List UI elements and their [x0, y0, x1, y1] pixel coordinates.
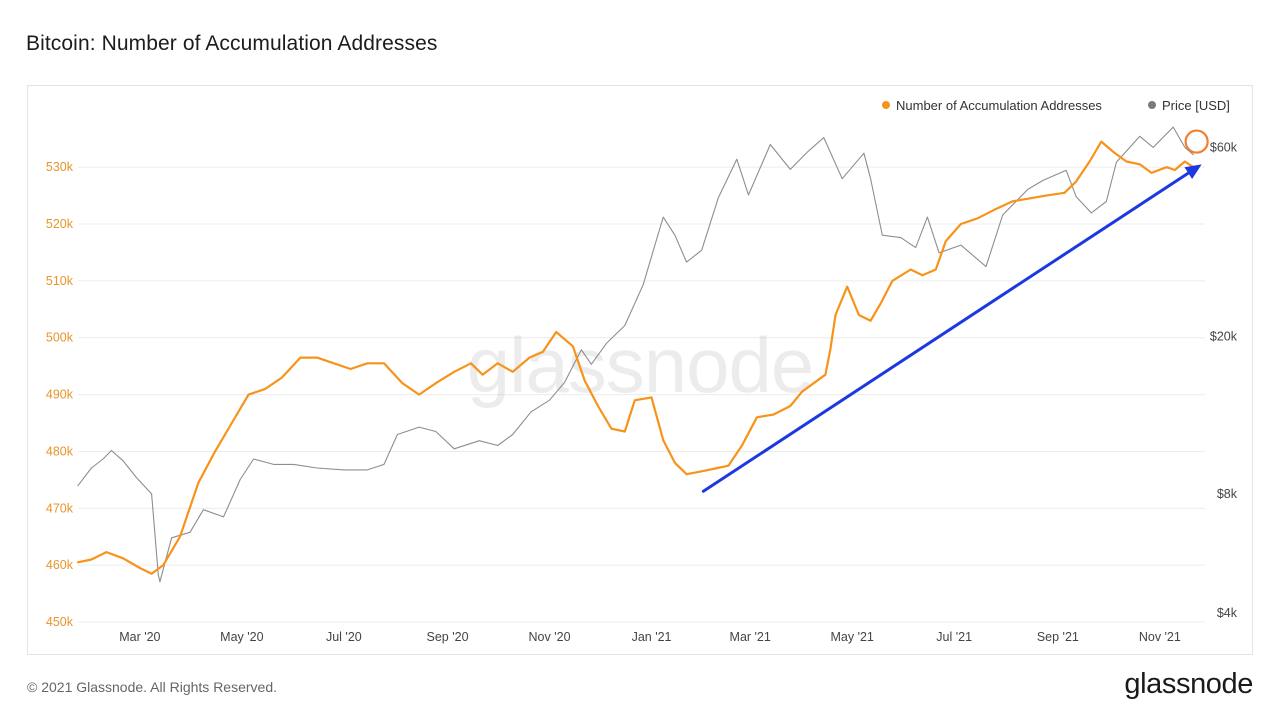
x-tick-label: Jan '21	[632, 630, 672, 644]
trend-arrow-head	[1184, 164, 1202, 179]
left-tick-label: 470k	[46, 501, 74, 515]
right-tick-label: $60k	[1210, 140, 1238, 154]
chart-panel	[27, 85, 1253, 655]
x-tick-label: May '20	[220, 630, 263, 644]
accumulation-addresses-line	[76, 140, 1195, 575]
x-tick-label: May '21	[830, 630, 873, 644]
x-tick-label: Nov '21	[1139, 630, 1181, 644]
legend-dot-icon	[882, 101, 890, 109]
legend[interactable]: Number of Accumulation Addresses Price [U…	[882, 98, 1230, 113]
left-tick-label: 530k	[46, 160, 74, 174]
x-tick-label: Sep '20	[427, 630, 469, 644]
copyright-footer: © 2021 Glassnode. All Rights Reserved.	[27, 679, 278, 695]
x-tick-label: Mar '21	[730, 630, 771, 644]
legend-label: Number of Accumulation Addresses	[896, 98, 1102, 113]
series-layer	[76, 126, 1195, 583]
right-tick-label: $8k	[1217, 487, 1238, 501]
left-tick-label: 510k	[46, 274, 74, 288]
right-axis: $4k $8k $20k $60k	[1210, 140, 1238, 620]
gridlines	[78, 166, 1205, 623]
left-tick-label: 500k	[46, 331, 74, 345]
annotations	[701, 129, 1209, 493]
chart-title: Bitcoin: Number of Accumulation Addresse…	[26, 32, 438, 55]
right-tick-label: $20k	[1210, 329, 1238, 343]
legend-item-accumulation[interactable]: Number of Accumulation Addresses	[882, 98, 1102, 113]
right-tick-label: $4k	[1217, 606, 1238, 620]
legend-label: Price [USD]	[1162, 98, 1230, 113]
x-tick-label: Nov '20	[529, 630, 571, 644]
price-line	[77, 126, 1194, 583]
left-tick-label: 450k	[46, 615, 74, 629]
left-axis: 450k 460k 470k 480k 490k 500k 510k 520k 530k	[46, 160, 74, 629]
glassnode-logo: glassnode	[1124, 668, 1253, 700]
x-tick-label: Mar '20	[119, 630, 160, 644]
legend-dot-icon	[1148, 101, 1156, 109]
x-tick-label: Jul '21	[936, 630, 972, 644]
left-tick-label: 520k	[46, 217, 74, 231]
x-tick-label: Sep '21	[1037, 630, 1079, 644]
watermark: glassnode	[467, 321, 814, 409]
left-tick-label: 460k	[46, 558, 74, 572]
trend-arrow-line	[701, 171, 1190, 493]
x-tick-label: Jul '20	[326, 630, 362, 644]
legend-item-price[interactable]: Price [USD]	[1148, 98, 1230, 113]
highlight-circle	[1184, 129, 1209, 154]
x-axis: Mar '20 May '20 Jul '20 Sep '20 Nov '20 Jan '…	[119, 630, 1181, 644]
left-tick-label: 490k	[46, 388, 74, 402]
left-tick-label: 480k	[46, 444, 74, 458]
